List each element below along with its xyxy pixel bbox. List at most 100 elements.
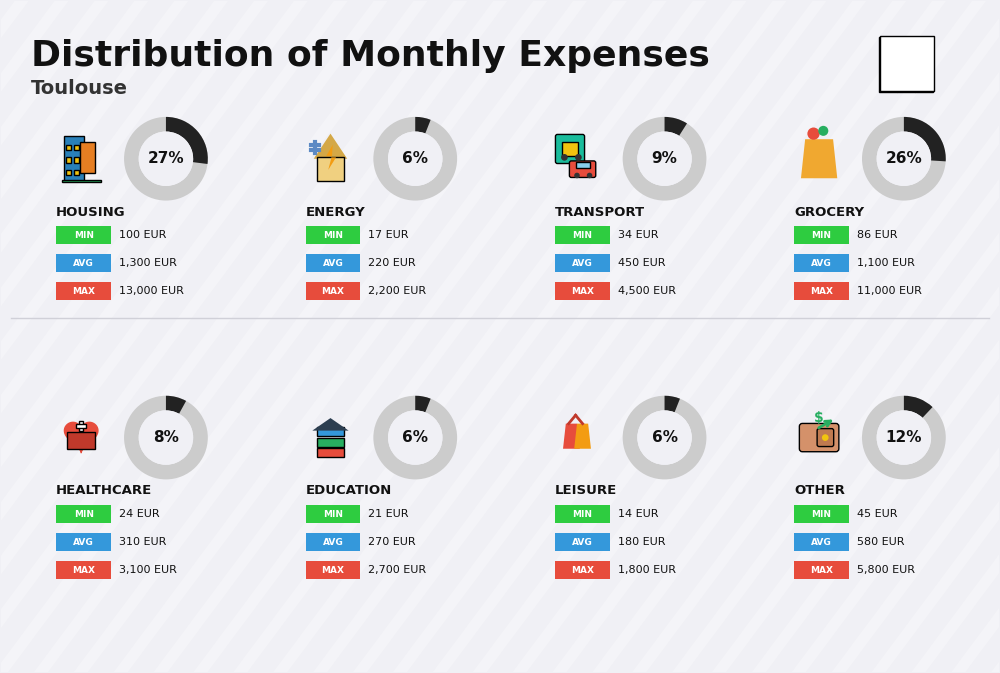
Circle shape xyxy=(139,411,193,465)
FancyBboxPatch shape xyxy=(76,424,86,428)
Circle shape xyxy=(818,126,828,136)
FancyBboxPatch shape xyxy=(879,37,897,92)
Circle shape xyxy=(587,173,592,178)
Wedge shape xyxy=(904,117,946,162)
Wedge shape xyxy=(124,396,208,479)
FancyBboxPatch shape xyxy=(64,137,84,181)
Circle shape xyxy=(388,411,442,465)
Wedge shape xyxy=(623,396,706,479)
Wedge shape xyxy=(623,117,706,201)
Text: AVG: AVG xyxy=(572,538,593,546)
FancyBboxPatch shape xyxy=(74,145,79,150)
FancyBboxPatch shape xyxy=(794,254,849,273)
Text: AVG: AVG xyxy=(811,538,832,546)
Text: AVG: AVG xyxy=(323,538,343,546)
FancyBboxPatch shape xyxy=(306,533,360,551)
Text: 6%: 6% xyxy=(402,151,428,166)
Text: 450 EUR: 450 EUR xyxy=(618,258,665,269)
Text: AVG: AVG xyxy=(811,259,832,268)
Wedge shape xyxy=(665,117,687,136)
Text: 34 EUR: 34 EUR xyxy=(618,230,658,240)
FancyBboxPatch shape xyxy=(562,142,578,156)
Text: HEALTHCARE: HEALTHCARE xyxy=(56,485,152,497)
Text: AVG: AVG xyxy=(323,259,343,268)
Circle shape xyxy=(139,131,193,186)
Text: MIN: MIN xyxy=(323,231,343,240)
Wedge shape xyxy=(415,117,431,133)
Text: MIN: MIN xyxy=(74,509,94,519)
Text: 8%: 8% xyxy=(153,430,179,445)
FancyBboxPatch shape xyxy=(576,162,590,168)
FancyBboxPatch shape xyxy=(74,170,79,176)
Circle shape xyxy=(822,434,829,441)
FancyBboxPatch shape xyxy=(799,423,839,452)
FancyBboxPatch shape xyxy=(66,157,71,163)
Text: 13,000 EUR: 13,000 EUR xyxy=(119,286,184,296)
FancyBboxPatch shape xyxy=(80,142,95,173)
FancyBboxPatch shape xyxy=(62,180,101,182)
Text: EDUCATION: EDUCATION xyxy=(306,485,392,497)
FancyBboxPatch shape xyxy=(56,254,111,273)
Wedge shape xyxy=(373,117,457,201)
Text: 9%: 9% xyxy=(652,151,677,166)
Text: MIN: MIN xyxy=(812,509,832,519)
Text: 1,800 EUR: 1,800 EUR xyxy=(618,565,676,575)
Text: AVG: AVG xyxy=(73,538,94,546)
Text: 5,800 EUR: 5,800 EUR xyxy=(857,565,915,575)
FancyBboxPatch shape xyxy=(794,533,849,551)
Circle shape xyxy=(575,154,582,161)
Text: LEISURE: LEISURE xyxy=(555,485,617,497)
Text: MAX: MAX xyxy=(72,565,95,575)
Text: Distribution of Monthly Expenses: Distribution of Monthly Expenses xyxy=(31,39,710,73)
FancyBboxPatch shape xyxy=(569,161,596,178)
FancyBboxPatch shape xyxy=(66,145,71,150)
FancyBboxPatch shape xyxy=(317,437,344,446)
FancyBboxPatch shape xyxy=(915,37,933,92)
Polygon shape xyxy=(314,134,347,159)
Text: 24 EUR: 24 EUR xyxy=(119,509,160,520)
Text: TRANSPORT: TRANSPORT xyxy=(555,205,645,219)
Text: MAX: MAX xyxy=(810,287,833,295)
Text: 270 EUR: 270 EUR xyxy=(368,537,416,547)
Wedge shape xyxy=(862,396,946,479)
Text: 310 EUR: 310 EUR xyxy=(119,537,166,547)
Wedge shape xyxy=(166,396,186,414)
Wedge shape xyxy=(665,396,680,413)
FancyBboxPatch shape xyxy=(794,282,849,300)
Circle shape xyxy=(807,127,820,140)
Circle shape xyxy=(574,173,580,178)
Text: 86 EUR: 86 EUR xyxy=(857,230,898,240)
FancyBboxPatch shape xyxy=(306,254,360,273)
Text: MAX: MAX xyxy=(571,287,594,295)
Text: MIN: MIN xyxy=(812,231,832,240)
FancyBboxPatch shape xyxy=(56,561,111,579)
Text: MAX: MAX xyxy=(321,565,344,575)
FancyBboxPatch shape xyxy=(306,505,360,523)
FancyBboxPatch shape xyxy=(897,37,915,92)
Wedge shape xyxy=(373,396,457,479)
FancyBboxPatch shape xyxy=(555,505,610,523)
Text: MIN: MIN xyxy=(323,509,343,519)
Text: 27%: 27% xyxy=(148,151,184,166)
Text: MAX: MAX xyxy=(72,287,95,295)
FancyBboxPatch shape xyxy=(555,533,610,551)
Text: OTHER: OTHER xyxy=(794,485,845,497)
Text: 3,100 EUR: 3,100 EUR xyxy=(119,565,177,575)
Polygon shape xyxy=(312,418,349,431)
Circle shape xyxy=(561,154,568,161)
Text: $: $ xyxy=(814,411,824,425)
Text: 21 EUR: 21 EUR xyxy=(368,509,409,520)
Text: AVG: AVG xyxy=(73,259,94,268)
Text: 1,300 EUR: 1,300 EUR xyxy=(119,258,177,269)
FancyBboxPatch shape xyxy=(794,561,849,579)
FancyBboxPatch shape xyxy=(555,226,610,244)
Text: MIN: MIN xyxy=(572,509,592,519)
Polygon shape xyxy=(574,423,591,449)
Text: 180 EUR: 180 EUR xyxy=(618,537,665,547)
Wedge shape xyxy=(166,117,208,164)
Circle shape xyxy=(877,131,931,186)
Text: 1,100 EUR: 1,100 EUR xyxy=(857,258,915,269)
Polygon shape xyxy=(64,423,98,452)
Text: 4,500 EUR: 4,500 EUR xyxy=(618,286,676,296)
Text: 6%: 6% xyxy=(402,430,428,445)
